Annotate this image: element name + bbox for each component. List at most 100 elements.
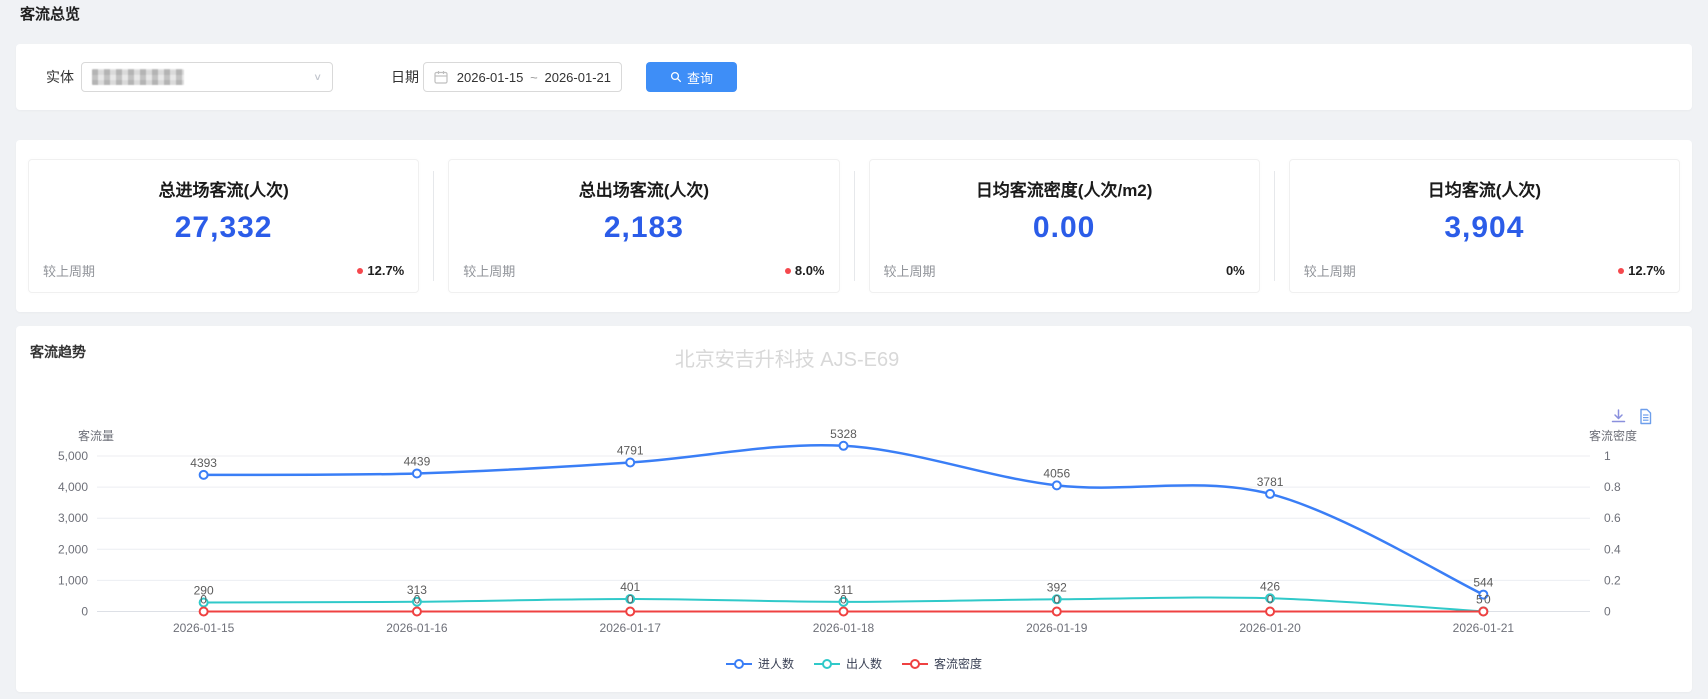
change-dot bbox=[357, 267, 364, 274]
trend-section-title: 客流趋势 bbox=[30, 344, 86, 360]
svg-text:5: 5 bbox=[1476, 592, 1483, 606]
svg-text:0: 0 bbox=[414, 593, 421, 607]
svg-text:401: 401 bbox=[620, 580, 640, 594]
stat-card-total-in: 总进场客流(人次) 27,332 较上周期 12.7% bbox=[28, 159, 420, 293]
change-dot bbox=[784, 267, 791, 274]
svg-text:0: 0 bbox=[81, 605, 88, 619]
line-chart: 5,000 1 4,000 0.8 3,000 0.6 2,000 0.4 1,000 0.2 0 0… bbox=[16, 382, 1692, 682]
legend-label: 进人数 bbox=[757, 657, 794, 671]
stat-compare-label: 较上周期 bbox=[463, 264, 516, 279]
chevron-down-icon: ∨ bbox=[313, 71, 322, 83]
stat-compare-label: 较上周期 bbox=[43, 264, 96, 279]
legend-marker-icon bbox=[902, 658, 928, 669]
stat-change: 0% bbox=[1225, 263, 1245, 278]
filter-bar: 实体 ∨ 日期 2026-01-15 ~ 2026-01-21 查询 bbox=[16, 44, 1692, 110]
stat-change: 12.7% bbox=[357, 263, 404, 278]
svg-text:0.6: 0.6 bbox=[1604, 511, 1621, 525]
stat-card-total-out: 总出场客流(人次) 2,183 较上周期 8.0% bbox=[448, 159, 840, 293]
svg-text:0: 0 bbox=[840, 593, 847, 607]
entity-select[interactable]: ∨ bbox=[81, 62, 333, 92]
svg-text:0: 0 bbox=[1484, 593, 1491, 607]
svg-text:2026-01-18: 2026-01-18 bbox=[813, 621, 875, 635]
svg-text:0: 0 bbox=[1604, 605, 1611, 619]
svg-text:0.8: 0.8 bbox=[1604, 480, 1621, 494]
chart-title: 北京安吉升科技 AJS-E69 bbox=[674, 349, 900, 371]
svg-text:4,000: 4,000 bbox=[58, 480, 88, 494]
svg-text:0: 0 bbox=[627, 593, 634, 607]
svg-text:5328: 5328 bbox=[830, 427, 857, 441]
entity-value-blurred bbox=[92, 69, 184, 85]
download-icon[interactable] bbox=[1610, 408, 1627, 425]
svg-text:5,000: 5,000 bbox=[58, 449, 88, 463]
stat-title: 总出场客流(人次) bbox=[578, 181, 710, 200]
stat-value: 0.00 bbox=[1032, 211, 1096, 244]
svg-text:2,000: 2,000 bbox=[58, 542, 88, 556]
document-icon[interactable] bbox=[1637, 408, 1654, 425]
stat-compare-label: 较上周期 bbox=[1303, 264, 1356, 279]
svg-text:544: 544 bbox=[1473, 576, 1493, 590]
svg-text:313: 313 bbox=[407, 583, 427, 597]
calendar-icon bbox=[434, 70, 448, 84]
search-icon bbox=[670, 71, 682, 83]
legend-label: 出人数 bbox=[845, 657, 882, 671]
stat-title: 日均客流(人次) bbox=[1427, 181, 1542, 200]
svg-text:392: 392 bbox=[1047, 580, 1067, 594]
svg-text:0: 0 bbox=[1267, 593, 1274, 607]
date-range-picker[interactable]: 2026-01-15 ~ 2026-01-21 bbox=[423, 62, 622, 92]
date-separator: ~ bbox=[530, 69, 538, 85]
legend-item[interactable]: 进人数 bbox=[725, 655, 794, 672]
svg-text:2026-01-16: 2026-01-16 bbox=[386, 621, 448, 635]
chart-toolbox bbox=[1610, 408, 1654, 425]
stat-title: 日均客流密度(人次/m2) bbox=[975, 181, 1153, 200]
legend-marker-icon bbox=[813, 658, 840, 669]
svg-text:0.4: 0.4 bbox=[1604, 542, 1621, 556]
date-start[interactable]: 2026-01-15 bbox=[456, 69, 524, 85]
stat-card-avg-flow: 日均客流(人次) 3,904 较上周期 12.7% bbox=[1288, 159, 1680, 293]
svg-text:客流量: 客流量 bbox=[78, 428, 114, 443]
stat-value: 2,183 bbox=[603, 211, 684, 244]
change-dot bbox=[1618, 267, 1625, 274]
legend-item[interactable]: 客流密度 bbox=[902, 655, 982, 672]
svg-text:3781: 3781 bbox=[1257, 475, 1284, 489]
svg-text:4791: 4791 bbox=[617, 443, 644, 457]
divider bbox=[853, 171, 855, 281]
svg-text:4056: 4056 bbox=[1043, 466, 1070, 480]
svg-text:0.2: 0.2 bbox=[1604, 573, 1621, 587]
legend-marker-icon bbox=[725, 658, 752, 669]
stat-value: 27,332 bbox=[174, 211, 273, 244]
chart-legend: 进人数 出人数 客流密度 bbox=[16, 655, 1692, 672]
svg-text:0: 0 bbox=[1053, 593, 1060, 607]
query-button[interactable]: 查询 bbox=[646, 62, 737, 92]
stat-card-avg-density: 日均客流密度(人次/m2) 0.00 较上周期 0% bbox=[868, 159, 1260, 293]
svg-text:4393: 4393 bbox=[190, 456, 217, 470]
query-button-label: 查询 bbox=[686, 70, 713, 86]
svg-text:311: 311 bbox=[834, 583, 853, 597]
legend-item[interactable]: 出人数 bbox=[813, 655, 882, 672]
svg-text:1,000: 1,000 bbox=[58, 573, 88, 587]
stat-value: 3,904 bbox=[1444, 211, 1525, 244]
svg-text:290: 290 bbox=[194, 583, 214, 597]
stats-panel: 总进场客流(人次) 27,332 较上周期 12.7% 总出场客流(人次) 2,… bbox=[16, 140, 1692, 312]
stat-title: 总进场客流(人次) bbox=[158, 181, 289, 200]
page-title: 客流总览 bbox=[20, 6, 81, 23]
entity-label: 实体 bbox=[46, 69, 74, 85]
svg-text:2026-01-15: 2026-01-15 bbox=[173, 621, 235, 635]
trend-panel: 客流趋势 北京安吉升科技 AJS-E69 5,000 1 4,000 0.8 3,000… bbox=[16, 326, 1692, 692]
date-label: 日期 bbox=[391, 69, 419, 85]
svg-text:1: 1 bbox=[1604, 449, 1611, 463]
svg-text:客流密度: 客流密度 bbox=[1589, 428, 1637, 443]
stat-change: 12.7% bbox=[1618, 263, 1665, 278]
svg-text:426: 426 bbox=[1260, 579, 1280, 593]
date-end[interactable]: 2026-01-21 bbox=[544, 69, 611, 85]
svg-text:0: 0 bbox=[200, 593, 207, 607]
legend-label: 客流密度 bbox=[934, 657, 983, 671]
stat-change: 8.0% bbox=[784, 263, 825, 278]
svg-text:4439: 4439 bbox=[404, 454, 431, 468]
stat-compare-label: 较上周期 bbox=[883, 264, 936, 279]
divider bbox=[1273, 171, 1275, 281]
svg-text:2026-01-21: 2026-01-21 bbox=[1453, 621, 1515, 635]
svg-text:3,000: 3,000 bbox=[58, 511, 88, 525]
svg-text:2026-01-20: 2026-01-20 bbox=[1239, 621, 1301, 635]
svg-text:2026-01-19: 2026-01-19 bbox=[1026, 621, 1088, 635]
